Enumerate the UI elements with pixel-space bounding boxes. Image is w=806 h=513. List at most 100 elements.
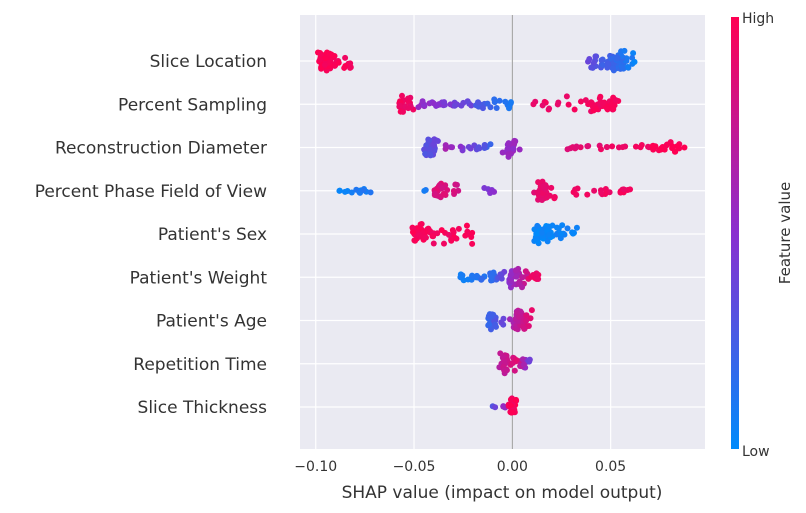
shap-point bbox=[448, 237, 455, 244]
shap-point bbox=[490, 269, 497, 276]
shap-point bbox=[609, 143, 616, 150]
feature-label: Reconstruction Diameter bbox=[55, 139, 267, 159]
shap-point bbox=[451, 102, 458, 109]
shap-point bbox=[598, 189, 605, 196]
shap-point bbox=[674, 143, 681, 150]
shap-point bbox=[672, 148, 679, 155]
shap-point bbox=[439, 184, 446, 191]
shap-point bbox=[430, 233, 437, 240]
shap-point bbox=[497, 350, 504, 357]
shap-point bbox=[481, 142, 488, 149]
shap-point bbox=[657, 146, 664, 153]
shap-point bbox=[475, 99, 482, 106]
shap-point bbox=[360, 187, 367, 194]
shap-point bbox=[516, 313, 523, 320]
shap-point bbox=[599, 100, 606, 107]
shap-point bbox=[316, 56, 323, 63]
shap-point bbox=[493, 104, 500, 111]
shap-point bbox=[620, 186, 627, 193]
shap-point bbox=[484, 100, 491, 107]
shap-point bbox=[669, 143, 676, 150]
shap-point bbox=[440, 190, 447, 197]
shap-point bbox=[445, 231, 452, 238]
shap-point bbox=[573, 224, 580, 231]
shap-point bbox=[637, 144, 644, 151]
shap-point bbox=[321, 62, 328, 68]
shap-point bbox=[621, 47, 628, 54]
shap-point bbox=[479, 275, 486, 282]
shap-point bbox=[511, 367, 518, 374]
shap-point bbox=[613, 55, 620, 62]
shap-point bbox=[564, 225, 571, 232]
shap-point bbox=[426, 151, 433, 158]
shap-point bbox=[571, 106, 578, 113]
shap-point bbox=[481, 184, 488, 191]
shap-point bbox=[342, 54, 349, 61]
shap-point bbox=[523, 317, 530, 324]
shap-point bbox=[609, 65, 616, 72]
x-tick-label: −0.10 bbox=[294, 459, 337, 475]
shap-point bbox=[526, 356, 533, 363]
feature-label: Percent Sampling bbox=[118, 95, 267, 115]
shap-point bbox=[510, 145, 517, 152]
shap-point bbox=[496, 97, 503, 104]
shap-point bbox=[597, 93, 604, 100]
shap-point bbox=[507, 278, 514, 285]
shap-point bbox=[573, 191, 580, 198]
shap-point bbox=[589, 102, 596, 109]
shap-point bbox=[513, 357, 520, 364]
shap-point bbox=[442, 142, 449, 149]
shap-point bbox=[434, 102, 441, 109]
feature-label: Slice Location bbox=[150, 52, 267, 72]
data-points bbox=[314, 47, 688, 416]
x-axis-title: SHAP value (impact on model output) bbox=[342, 483, 663, 503]
shap-point bbox=[584, 191, 591, 198]
shap-point bbox=[397, 98, 404, 105]
shap-point bbox=[444, 186, 451, 193]
colorbar-title: Feature value bbox=[776, 182, 794, 284]
colorbar-high-label: High bbox=[742, 11, 774, 27]
shap-point bbox=[501, 358, 508, 365]
shap-point bbox=[400, 108, 407, 115]
colorbar-gradient bbox=[731, 17, 739, 449]
shap-point bbox=[419, 98, 426, 105]
shap-point bbox=[479, 105, 486, 112]
x-axis-ticks: −0.10 −0.05 0.00 0.05 bbox=[294, 459, 626, 475]
shap-point bbox=[507, 396, 514, 403]
shap-point bbox=[473, 272, 480, 279]
shap-point bbox=[632, 143, 639, 150]
feature-label: Patient's Weight bbox=[130, 268, 268, 288]
shap-point bbox=[569, 229, 576, 236]
shap-point bbox=[434, 230, 441, 237]
shap-point bbox=[540, 183, 547, 190]
shap-point bbox=[328, 51, 335, 58]
shap-point bbox=[564, 146, 571, 153]
shap-point bbox=[604, 61, 611, 68]
shap-point bbox=[508, 271, 515, 278]
shap-point bbox=[588, 64, 595, 71]
shap-point bbox=[592, 53, 599, 60]
shap-point bbox=[418, 233, 425, 240]
shap-point bbox=[469, 240, 476, 247]
shap-point bbox=[522, 268, 529, 275]
shap-point bbox=[546, 231, 553, 238]
shap-point bbox=[512, 396, 519, 403]
shap-point bbox=[554, 101, 561, 108]
x-tick-label: 0.00 bbox=[497, 459, 528, 475]
shap-point bbox=[507, 99, 514, 106]
shap-point bbox=[619, 64, 626, 71]
shap-point bbox=[441, 99, 448, 106]
shap-point bbox=[426, 137, 433, 144]
shap-point bbox=[468, 102, 475, 109]
shap-point bbox=[558, 230, 565, 237]
shap-point bbox=[492, 321, 499, 328]
shap-point bbox=[563, 93, 570, 100]
shap-point bbox=[572, 144, 579, 151]
shap-point bbox=[505, 140, 512, 147]
shap-point bbox=[631, 58, 638, 65]
colorbar: High Low Feature value bbox=[731, 11, 794, 460]
shap-point bbox=[598, 57, 605, 64]
shap-point bbox=[455, 187, 462, 194]
shap-point bbox=[627, 186, 634, 193]
shap-point bbox=[411, 237, 418, 244]
